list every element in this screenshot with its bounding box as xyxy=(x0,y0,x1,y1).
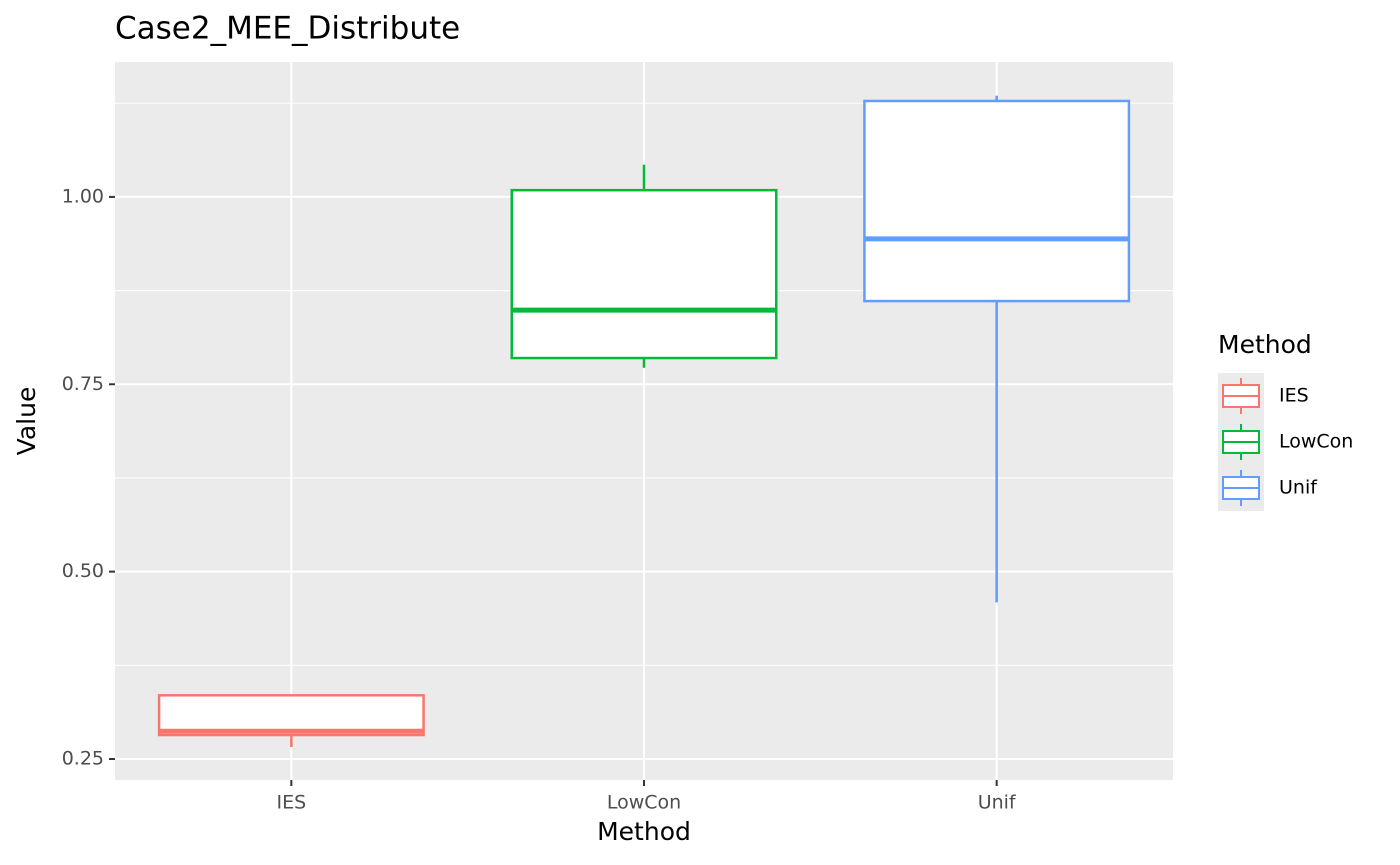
x-tick-label: Unif xyxy=(978,792,1017,814)
y-tick-label: 0.75 xyxy=(62,373,104,395)
box xyxy=(157,694,425,737)
box xyxy=(863,99,1131,303)
legend-title: Method xyxy=(1218,330,1312,359)
box xyxy=(510,188,778,360)
x-axis-title: Method xyxy=(597,817,691,846)
x-tick-label: LowCon xyxy=(607,792,681,814)
y-tick-label: 0.25 xyxy=(62,748,104,770)
y-tick-label: 0.50 xyxy=(62,560,104,582)
legend-label: Unif xyxy=(1279,477,1318,499)
y-tick-label: 1.00 xyxy=(62,185,104,207)
y-axis-title: Value xyxy=(12,387,41,456)
chart-title: Case2_MEE_Distribute xyxy=(115,11,460,47)
legend-label: LowCon xyxy=(1279,431,1353,453)
x-tick-label: IES xyxy=(276,792,306,814)
legend-label: IES xyxy=(1279,385,1309,407)
